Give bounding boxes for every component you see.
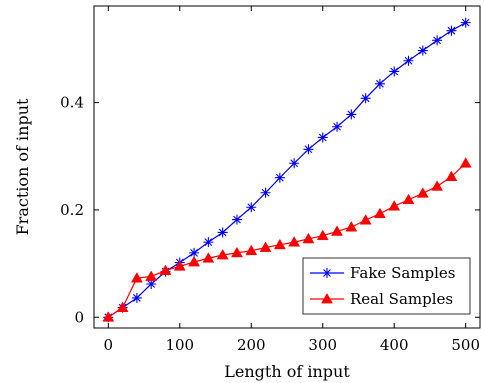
data-point bbox=[202, 252, 215, 263]
data-point bbox=[346, 109, 357, 120]
legend: Fake Samples Real Samples bbox=[302, 257, 471, 315]
data-point bbox=[189, 247, 200, 258]
legend-marker bbox=[322, 268, 332, 278]
data-point bbox=[217, 227, 228, 238]
data-point bbox=[273, 238, 286, 250]
data-point bbox=[288, 236, 301, 247]
legend-label: Fake Samples bbox=[350, 264, 455, 282]
x-tick-label: 400 bbox=[380, 336, 409, 354]
data-point bbox=[403, 55, 414, 66]
data-point bbox=[446, 25, 457, 36]
x-tick-label: 100 bbox=[165, 336, 194, 354]
y-axis-label: Fraction of input bbox=[13, 98, 32, 235]
plot-frame bbox=[93, 5, 481, 329]
data-point bbox=[260, 187, 271, 198]
y-tick-label: 0.2 bbox=[60, 201, 84, 219]
legend-box bbox=[302, 257, 471, 315]
legend-entries: Fake Samples Real Samples bbox=[310, 264, 455, 308]
data-point bbox=[274, 172, 285, 183]
data-point bbox=[145, 270, 158, 281]
data-point bbox=[231, 214, 242, 225]
data-point bbox=[445, 170, 458, 182]
data-point bbox=[303, 144, 314, 155]
data-point bbox=[388, 200, 401, 211]
x-tick-label: 300 bbox=[308, 336, 337, 354]
data-point bbox=[460, 17, 471, 28]
data-point bbox=[374, 78, 385, 89]
y-tick-label: 0.4 bbox=[60, 94, 84, 112]
data-point bbox=[373, 207, 386, 219]
data-point bbox=[146, 278, 157, 289]
x-tick-label: 200 bbox=[237, 336, 266, 354]
data-point bbox=[131, 292, 142, 303]
data-point bbox=[459, 157, 472, 168]
data-point bbox=[360, 93, 371, 104]
legend-entry: Fake Samples bbox=[310, 264, 455, 282]
data-point bbox=[289, 158, 300, 169]
data-point bbox=[417, 45, 428, 56]
data-point bbox=[345, 221, 358, 232]
data-point bbox=[116, 301, 129, 312]
data-point bbox=[203, 237, 214, 248]
y-tick-label: 0 bbox=[74, 308, 84, 326]
data-point bbox=[416, 187, 429, 198]
data-point bbox=[389, 66, 400, 77]
data-point bbox=[432, 35, 443, 46]
series-triangle bbox=[102, 157, 472, 322]
data-point bbox=[431, 180, 444, 191]
x-tick-label: 0 bbox=[104, 336, 114, 354]
data-point bbox=[359, 214, 372, 225]
data-point bbox=[259, 241, 272, 252]
data-point bbox=[188, 255, 201, 267]
legend-entry: Real Samples bbox=[310, 290, 453, 308]
x-axis-label: Length of input bbox=[224, 362, 350, 381]
data-point bbox=[302, 232, 315, 244]
data-point bbox=[332, 121, 343, 132]
ticks-layer: 0 100 200 300 400 500 0 0.2 0.4 bbox=[60, 6, 480, 354]
data-point bbox=[246, 202, 257, 213]
data-point bbox=[231, 246, 243, 258]
legend-marker bbox=[321, 292, 333, 304]
data-point bbox=[331, 225, 343, 236]
data-point bbox=[402, 193, 415, 205]
data-point bbox=[317, 132, 328, 143]
x-tick-label: 500 bbox=[451, 336, 480, 354]
data-point bbox=[159, 264, 172, 275]
data-point bbox=[245, 244, 258, 256]
data-point bbox=[173, 260, 186, 271]
legend-label: Real Samples bbox=[350, 290, 453, 308]
data-point bbox=[102, 311, 115, 322]
series-layer bbox=[102, 17, 472, 323]
data-point bbox=[316, 229, 329, 241]
data-point bbox=[130, 272, 143, 283]
data-point bbox=[216, 249, 229, 260]
